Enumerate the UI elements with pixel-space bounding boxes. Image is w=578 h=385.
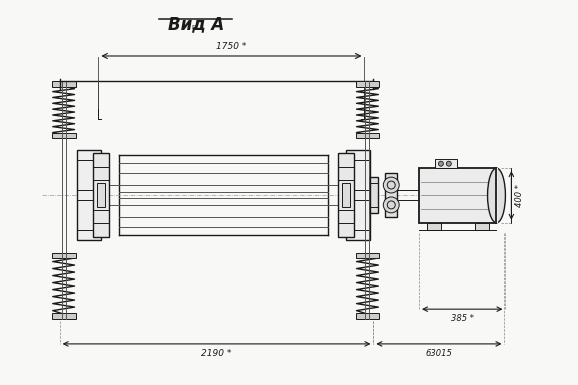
Bar: [94, 153, 109, 237]
Text: 63015: 63015: [425, 349, 453, 358]
Bar: [51, 134, 76, 138]
Text: р  к: р к: [192, 24, 203, 29]
Bar: [355, 253, 379, 258]
Bar: [355, 134, 379, 138]
Bar: [51, 81, 76, 87]
Bar: [435, 159, 457, 168]
Circle shape: [383, 177, 399, 193]
Circle shape: [383, 197, 399, 213]
Bar: [495, 168, 498, 223]
Bar: [76, 150, 101, 239]
Circle shape: [446, 161, 451, 166]
Bar: [51, 313, 76, 319]
Bar: [342, 183, 350, 207]
Text: Вид А: Вид А: [168, 15, 224, 33]
Bar: [97, 183, 105, 207]
Ellipse shape: [488, 168, 505, 223]
Bar: [427, 223, 441, 230]
Bar: [419, 168, 497, 223]
Text: 400 *: 400 *: [516, 184, 524, 207]
Bar: [370, 177, 379, 213]
Bar: [355, 81, 379, 87]
Bar: [338, 153, 354, 237]
Bar: [346, 150, 370, 239]
Bar: [355, 313, 379, 319]
Circle shape: [439, 161, 443, 166]
Text: 385 *: 385 *: [451, 314, 474, 323]
Text: 2190 *: 2190 *: [201, 349, 232, 358]
Bar: [475, 223, 488, 230]
Text: 1750 *: 1750 *: [216, 42, 247, 51]
Bar: [51, 253, 76, 258]
Bar: [386, 173, 397, 217]
